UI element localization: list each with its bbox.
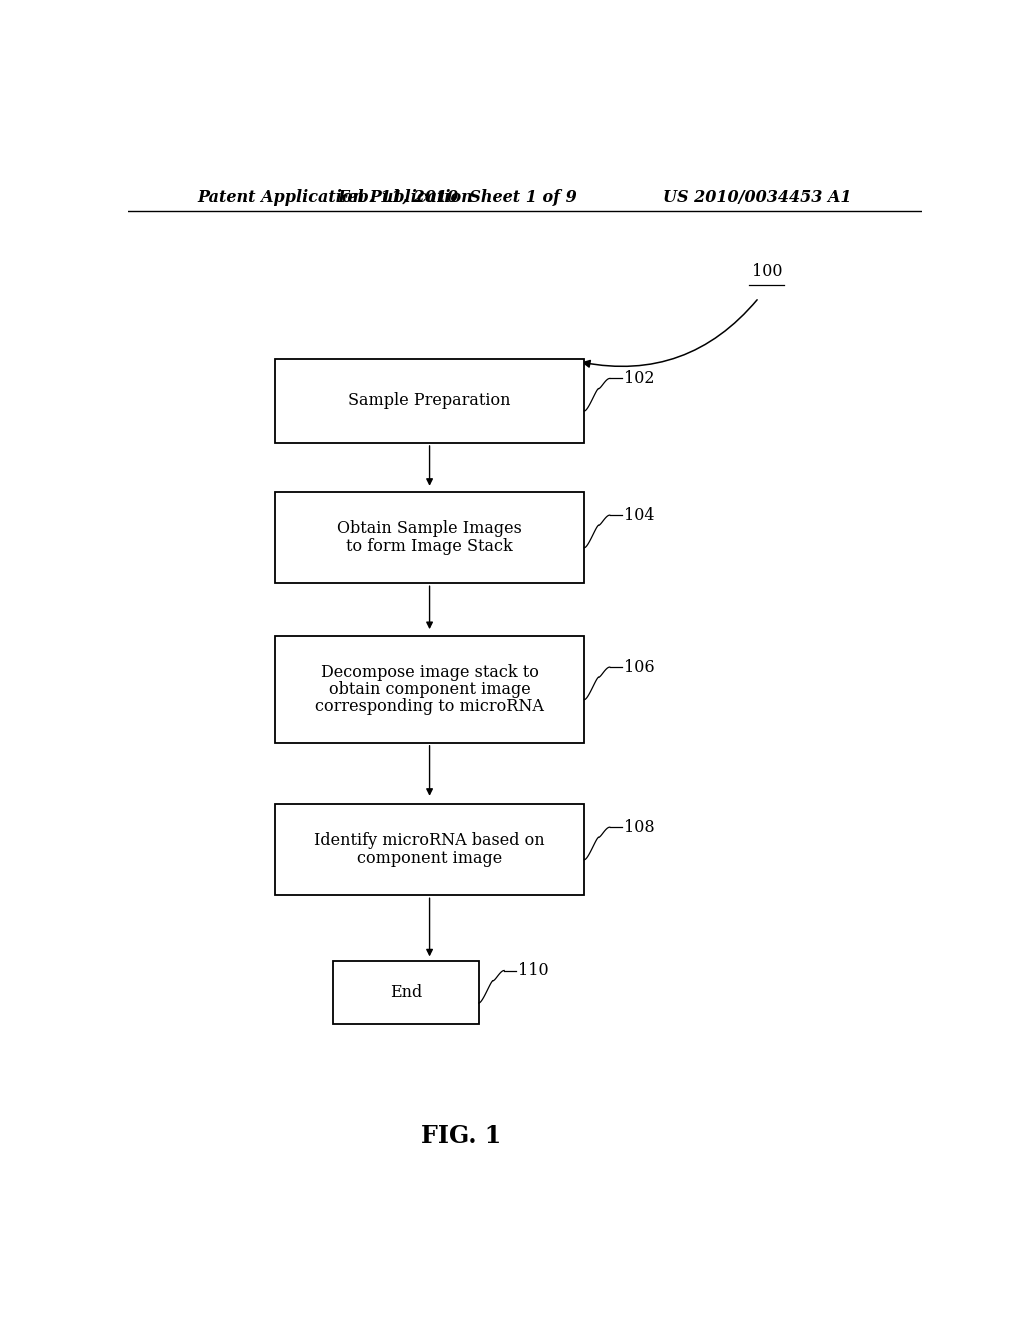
Text: 100: 100 — [752, 264, 782, 280]
Text: obtain component image: obtain component image — [329, 681, 530, 698]
Bar — [274, 636, 585, 743]
Bar — [333, 961, 479, 1024]
Text: Feb. 11, 2010  Sheet 1 of 9: Feb. 11, 2010 Sheet 1 of 9 — [338, 189, 578, 206]
Text: to form Image Stack: to form Image Stack — [346, 537, 513, 554]
Text: Obtain Sample Images: Obtain Sample Images — [337, 520, 522, 537]
Bar — [274, 804, 585, 895]
Text: 108: 108 — [624, 818, 654, 836]
Text: End: End — [390, 985, 422, 1002]
Text: Sample Preparation: Sample Preparation — [348, 392, 511, 409]
Bar — [274, 359, 585, 444]
Text: 104: 104 — [624, 507, 654, 524]
Text: FIG. 1: FIG. 1 — [421, 1125, 502, 1148]
Text: Decompose image stack to: Decompose image stack to — [321, 664, 539, 681]
Text: Patent Application Publication: Patent Application Publication — [198, 189, 473, 206]
Text: component image: component image — [357, 850, 502, 867]
Text: corresponding to microRNA: corresponding to microRNA — [315, 698, 544, 715]
Text: 102: 102 — [624, 370, 654, 387]
Text: 110: 110 — [518, 962, 549, 979]
Text: 106: 106 — [624, 659, 654, 676]
Text: US 2010/0034453 A1: US 2010/0034453 A1 — [664, 189, 852, 206]
Bar — [274, 492, 585, 583]
Text: Identify microRNA based on: Identify microRNA based on — [314, 833, 545, 849]
